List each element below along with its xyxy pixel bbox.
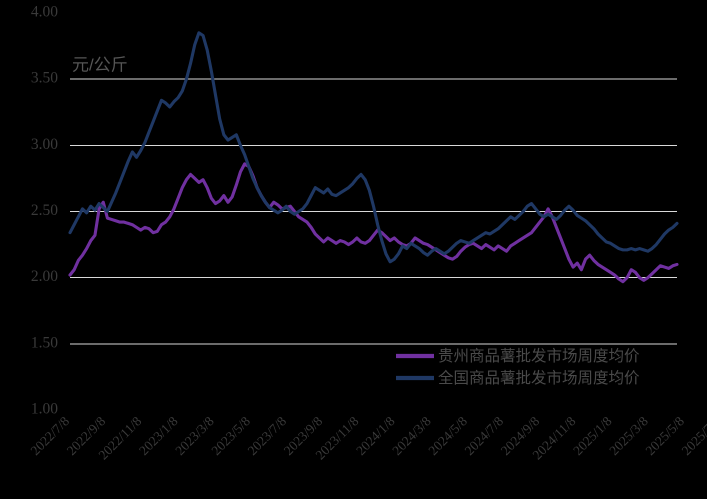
y-axis-tick-label: 2.50 (31, 202, 58, 219)
series-line-guizhou (68, 162, 679, 284)
y-axis-tick-label: 3.50 (31, 70, 58, 87)
y-axis-unit-label: 元/公斤 (72, 55, 128, 74)
y-axis-tick-label: 3.00 (31, 136, 58, 153)
y-axis-tick-label: 1.50 (31, 334, 58, 351)
legend-label: 贵州商品薯批发市场周度均价 (438, 347, 640, 365)
y-axis-tick-labels: 4.00 3.50 3.00 2.50 2.00 1.50 1.00 (31, 4, 58, 418)
y-axis-tick-label: 1.00 (31, 401, 58, 418)
legend-label: 全国商品薯批发市场周度均价 (438, 369, 640, 387)
y-axis-tick-label: 4.00 (31, 4, 58, 21)
series-group (68, 31, 679, 284)
series-line-national (68, 31, 679, 264)
y-axis-tick-label: 2.00 (31, 268, 58, 285)
